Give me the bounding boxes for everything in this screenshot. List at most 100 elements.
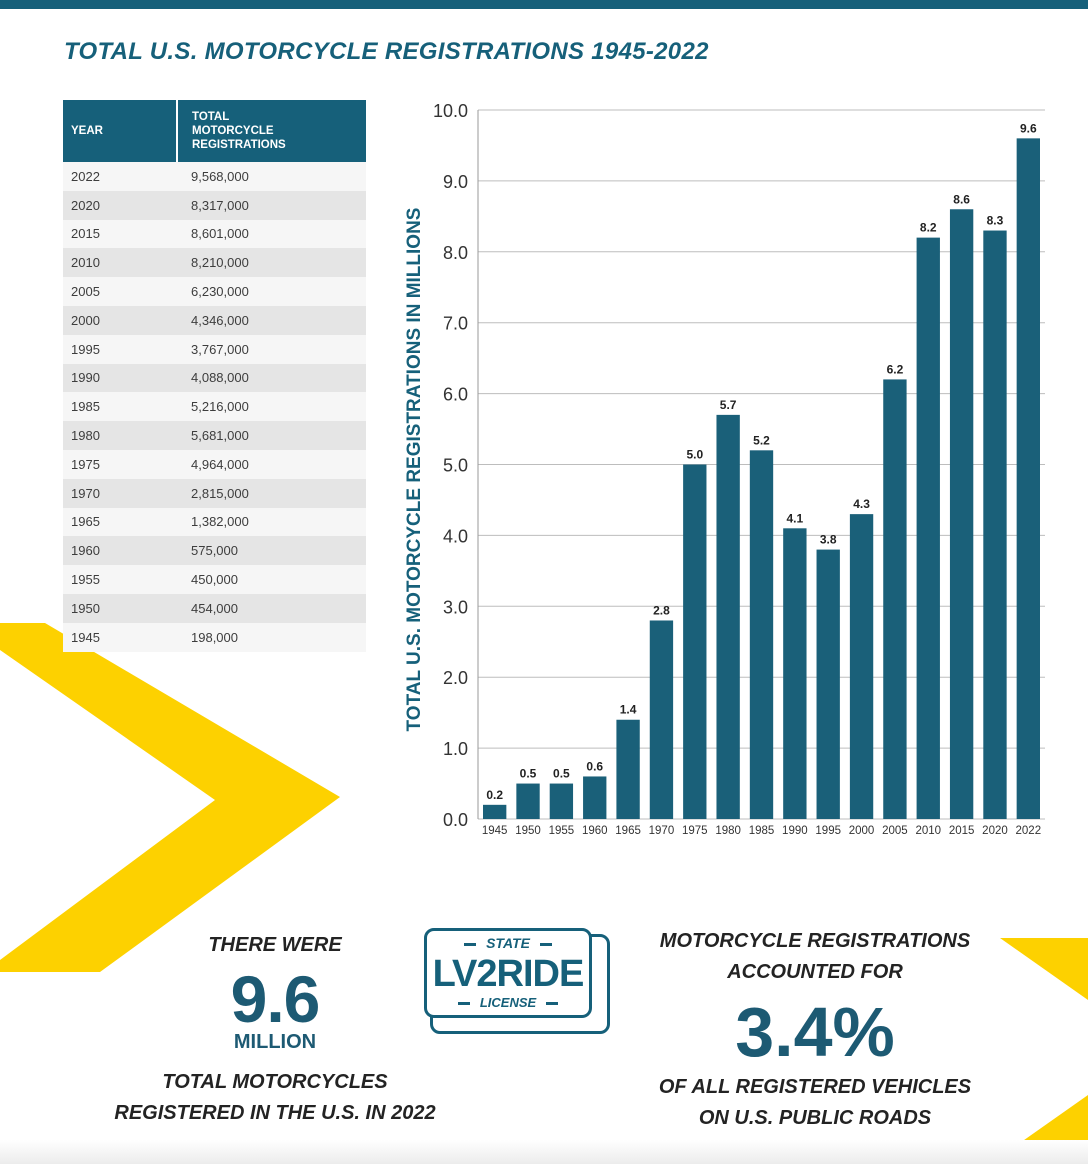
- left-callout-intro: THERE WERE: [208, 934, 342, 956]
- bar-value-label: 2.8: [653, 603, 670, 617]
- y-tick-label: 3.0: [443, 597, 468, 617]
- bar: [616, 719, 640, 819]
- table-cell-year: 1975: [71, 456, 100, 472]
- table-cell-total: 5,681,000: [191, 428, 249, 444]
- plate-main-text: LV2RIDE: [432, 953, 585, 995]
- table-row: 1970 2,815,000: [63, 478, 366, 508]
- left-callout: THERE WERE 9.6 MILLION TOTAL MOTORCYCLES…: [100, 930, 450, 1129]
- right-callout-line: OF ALL REGISTERED VEHICLES: [658, 1076, 972, 1098]
- x-tick-label: 1955: [549, 825, 575, 837]
- table-row: 1975 4,964,000: [63, 449, 366, 479]
- table-cell-year: 1945: [71, 629, 100, 645]
- plate-state-text: STATE: [486, 935, 530, 951]
- table-row: 1985 5,216,000: [63, 392, 366, 422]
- table-cell-total: 8,210,000: [191, 255, 249, 271]
- table-row: 2000 4,346,000: [63, 305, 366, 335]
- table-cell-total: 2,815,000: [191, 485, 249, 501]
- plate-dash: [464, 942, 477, 946]
- table-header-row: YEAR TOTAL MOTORCYCLE REGISTRATIONS: [63, 100, 366, 162]
- table-cell-year: 2000: [71, 312, 100, 328]
- plate-dash: [539, 942, 552, 946]
- table-row: 1950 454,000: [63, 593, 366, 623]
- header-year: YEAR: [63, 100, 178, 162]
- table-cell-total: 8,317,000: [191, 197, 249, 213]
- plate-dash: [546, 1002, 559, 1006]
- left-callout-unit: MILLION: [233, 1031, 317, 1053]
- header-total: TOTAL MOTORCYCLE REGISTRATIONS: [177, 100, 366, 162]
- table-cell-year: 1970: [71, 485, 100, 501]
- x-tick-label: 2000: [849, 825, 875, 837]
- bar: [916, 237, 940, 819]
- bar: [716, 414, 740, 819]
- bar-value-label: 8.3: [987, 214, 1004, 228]
- bar-value-label: 8.2: [920, 221, 937, 235]
- plate-dash: [457, 1002, 470, 1006]
- right-callout-line: MOTORCYCLE REGISTRATIONS: [659, 930, 971, 952]
- bar-value-label: 3.8: [820, 533, 837, 547]
- bar-value-label: 6.2: [887, 362, 904, 376]
- registrations-bar-chart: 0.0 1.0 2.0 3.0 4.0 5.0 6.0 7.0 8.0 9.0 10.0 0.2 194…: [404, 101, 1045, 837]
- bar: [683, 464, 707, 819]
- bar: [1016, 138, 1040, 820]
- table-cell-year: 2015: [71, 226, 100, 242]
- table-row: 1960 575,000: [63, 536, 366, 566]
- x-tick-label: 1985: [749, 825, 775, 837]
- right-callout-line: ON U.S. PUBLIC ROADS: [698, 1107, 932, 1129]
- table-cell-year: 2010: [71, 255, 100, 271]
- table-cell-total: 198,000: [191, 629, 238, 645]
- license-plate-logo: STATE LV2RIDE LICENSE: [424, 928, 610, 1034]
- table-cell-total: 5,216,000: [191, 399, 249, 415]
- bar-value-label: 5.0: [686, 448, 703, 462]
- bar-value-label: 0.5: [553, 767, 570, 781]
- bar-value-label: 5.7: [720, 398, 737, 412]
- plate-license-row: LICENSE: [427, 995, 589, 1010]
- table-cell-year: 1965: [71, 514, 100, 530]
- x-tick-label: 1995: [815, 825, 841, 837]
- header-total-line: REGISTRATIONS: [192, 139, 286, 151]
- y-tick-label: 8.0: [443, 243, 468, 263]
- table-cell-year: 1950: [71, 600, 100, 616]
- table-row: 1995 3,767,000: [63, 334, 366, 364]
- x-tick-label: 2010: [915, 825, 941, 837]
- table-row: 1980 5,681,000: [63, 421, 366, 450]
- yellow-chevron-left: [0, 623, 340, 972]
- plate-license-text: LICENSE: [479, 995, 537, 1010]
- bar: [949, 209, 974, 819]
- x-tick-label: 1945: [482, 825, 508, 837]
- right-callout-line: ACCOUNTED FOR: [727, 961, 903, 983]
- plate-state-row: STATE: [427, 935, 589, 951]
- bar-value-label: 0.5: [520, 767, 537, 781]
- x-tick-label: 1975: [682, 825, 708, 837]
- bar-value-label: 0.2: [486, 788, 503, 802]
- plate-front: STATE LV2RIDE LICENSE: [424, 928, 592, 1018]
- x-tick-label: 1990: [782, 825, 808, 837]
- x-tick-label: 2005: [882, 825, 908, 837]
- bar: [983, 230, 1007, 819]
- header-total-line: MOTORCYCLE: [192, 125, 274, 137]
- table-cell-total: 4,346,000: [191, 312, 249, 328]
- table-cell-total: 4,088,000: [191, 370, 249, 386]
- x-tick-label: 1960: [582, 825, 608, 837]
- bar: [883, 379, 907, 819]
- y-tick-label: 7.0: [443, 314, 468, 334]
- y-tick-label: 2.0: [443, 668, 468, 688]
- table-cell-total: 6,230,000: [191, 284, 249, 300]
- y-tick-label: 4.0: [443, 526, 468, 546]
- bottom-fade: [0, 1140, 1088, 1164]
- table-cell-total: 1,382,000: [191, 514, 249, 530]
- left-callout-line: REGISTERED IN THE U.S. IN 2022: [114, 1102, 436, 1124]
- table-cell-year: 1990: [71, 370, 100, 386]
- table-cell-year: 2022: [71, 168, 100, 184]
- table-cell-year: 1980: [71, 428, 100, 444]
- table-cell-year: 1955: [71, 572, 100, 588]
- x-tick-label: 1965: [615, 825, 641, 837]
- bar: [783, 528, 807, 819]
- table-cell-year: 1960: [71, 543, 100, 559]
- table-cell-year: 2020: [71, 197, 100, 213]
- y-tick-label: 6.0: [443, 385, 468, 405]
- table-cell-total: 575,000: [191, 543, 238, 559]
- table-row: 2020 8,317,000: [63, 190, 366, 220]
- table-cell-year: 2005: [71, 284, 100, 300]
- bar: [749, 450, 774, 819]
- table-cell-year: 1985: [71, 399, 100, 415]
